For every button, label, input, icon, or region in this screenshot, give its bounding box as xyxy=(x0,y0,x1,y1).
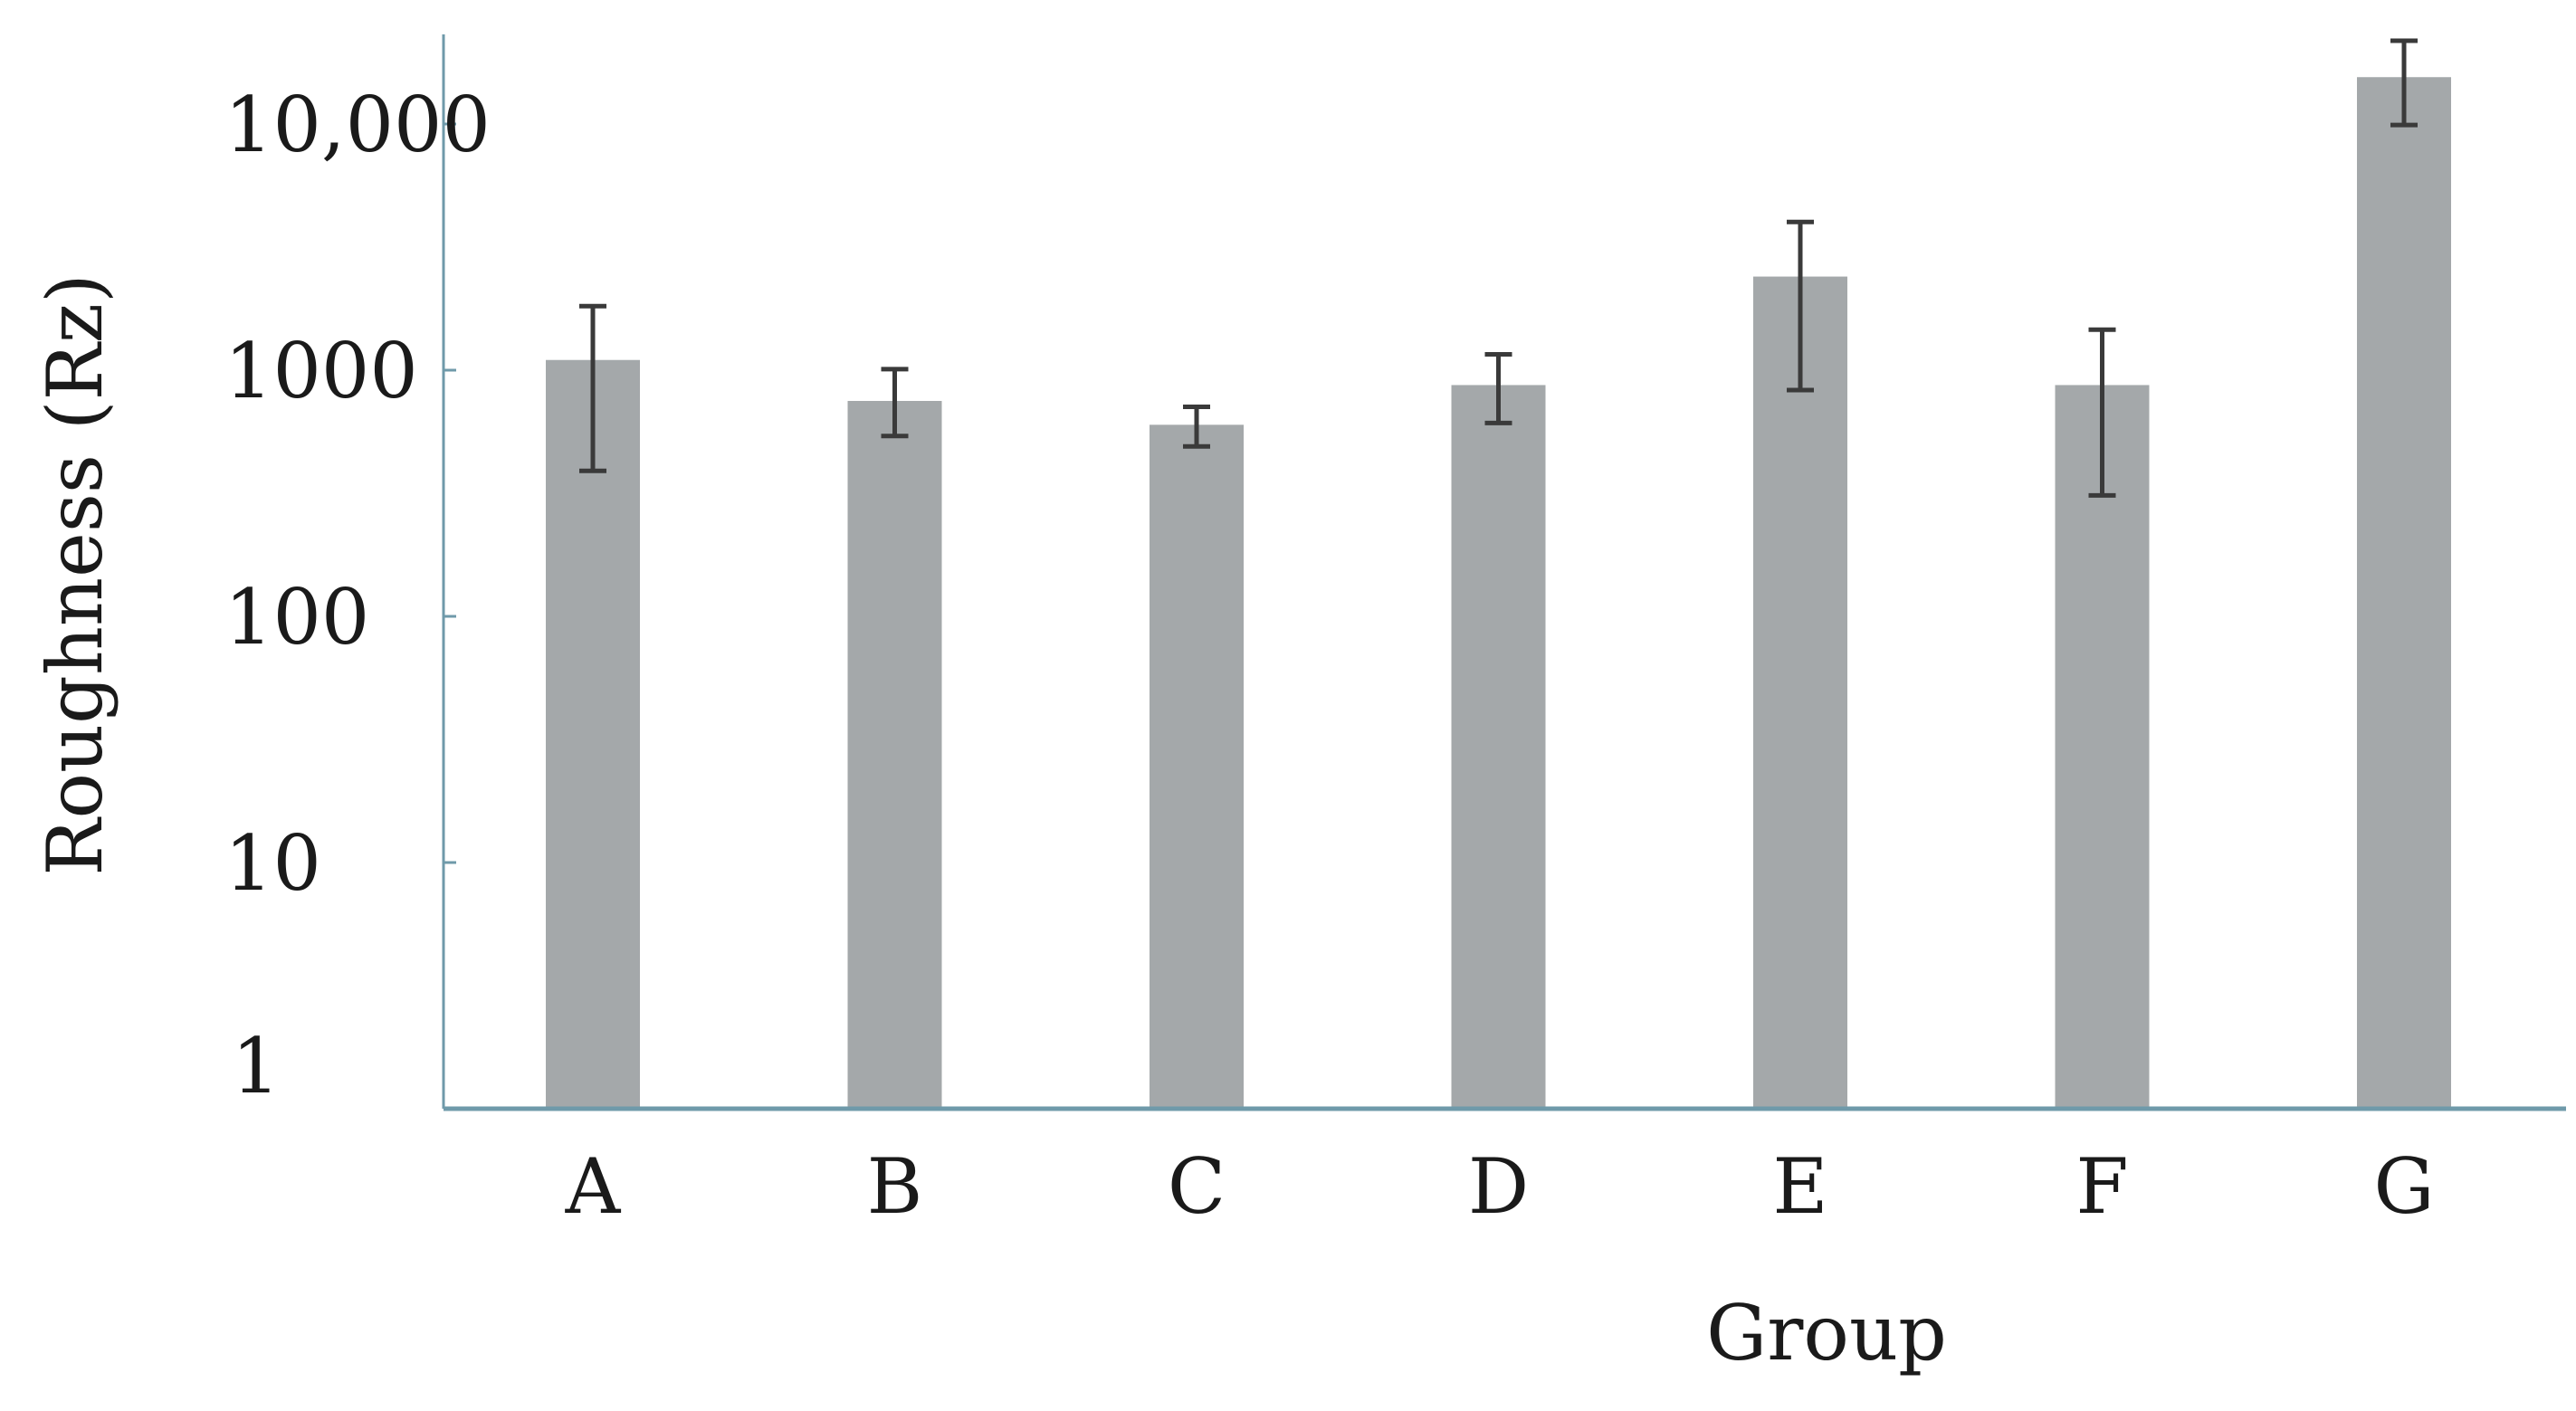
error-bar-a xyxy=(579,303,606,473)
y-axis-title: Roughness (Rz) xyxy=(31,273,119,876)
bar-b xyxy=(847,400,942,1109)
error-bar-g xyxy=(2390,38,2418,128)
x-labels-layer: A B C D E F G xyxy=(565,1142,2435,1231)
bar-c xyxy=(1150,424,1244,1109)
bar-g xyxy=(2357,77,2451,1110)
bar-f xyxy=(2055,385,2150,1109)
bars-layer xyxy=(546,77,2451,1110)
error-bar-d xyxy=(1484,351,1512,425)
error-bar-c xyxy=(1183,404,1210,449)
x-tick-label-d: D xyxy=(1468,1142,1529,1231)
error-bar-f xyxy=(2088,327,2116,498)
x-axis-title: Group xyxy=(1706,1289,1947,1378)
bar-e xyxy=(1753,276,1847,1110)
error-bar-e xyxy=(1787,219,1814,393)
x-tick-label-b: B xyxy=(867,1142,923,1231)
error-bars-layer xyxy=(579,38,2418,498)
y-tick-label: 10,000 xyxy=(224,81,491,169)
x-tick-label-f: F xyxy=(2075,1142,2128,1231)
x-tick-label-g: G xyxy=(2373,1142,2434,1231)
y-tick-label: 100 xyxy=(224,573,369,662)
bar-d xyxy=(1451,385,1546,1109)
x-tick-label-e: E xyxy=(1772,1142,1827,1231)
x-tick-label-a: A xyxy=(565,1142,622,1231)
y-tick-label: 10 xyxy=(224,819,321,908)
bar-a xyxy=(546,359,640,1109)
y-tick-label: 1000 xyxy=(224,327,418,415)
y-tick-label: 1 xyxy=(232,1022,280,1111)
y-ticks-layer: 1 10 100 1000 10,000 xyxy=(224,81,491,1111)
x-tick-label-c: C xyxy=(1168,1142,1226,1231)
error-bar-b xyxy=(881,367,909,439)
